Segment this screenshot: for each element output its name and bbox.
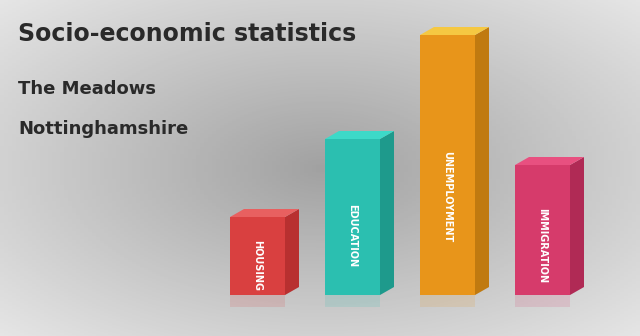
Polygon shape [515, 165, 570, 295]
Polygon shape [475, 27, 489, 295]
Polygon shape [420, 27, 489, 35]
Polygon shape [325, 287, 394, 295]
Text: EDUCATION: EDUCATION [348, 204, 358, 267]
Polygon shape [515, 287, 584, 295]
Polygon shape [325, 295, 380, 307]
Polygon shape [230, 295, 285, 307]
Polygon shape [570, 157, 584, 295]
Polygon shape [230, 209, 299, 217]
Text: HOUSING: HOUSING [253, 240, 262, 291]
Polygon shape [325, 131, 394, 139]
Polygon shape [230, 217, 285, 295]
Polygon shape [420, 35, 475, 295]
Text: UNEMPLOYMENT: UNEMPLOYMENT [442, 151, 452, 242]
Text: The Meadows: The Meadows [18, 80, 156, 98]
Polygon shape [325, 139, 380, 295]
Polygon shape [230, 287, 299, 295]
Text: IMMIGRATION: IMMIGRATION [538, 208, 547, 283]
Text: Nottinghamshire: Nottinghamshire [18, 120, 188, 138]
Polygon shape [420, 295, 475, 307]
Polygon shape [515, 157, 584, 165]
Polygon shape [380, 131, 394, 295]
Polygon shape [420, 287, 489, 295]
Polygon shape [515, 295, 570, 307]
Polygon shape [285, 209, 299, 295]
Text: Socio-economic statistics: Socio-economic statistics [18, 22, 356, 46]
